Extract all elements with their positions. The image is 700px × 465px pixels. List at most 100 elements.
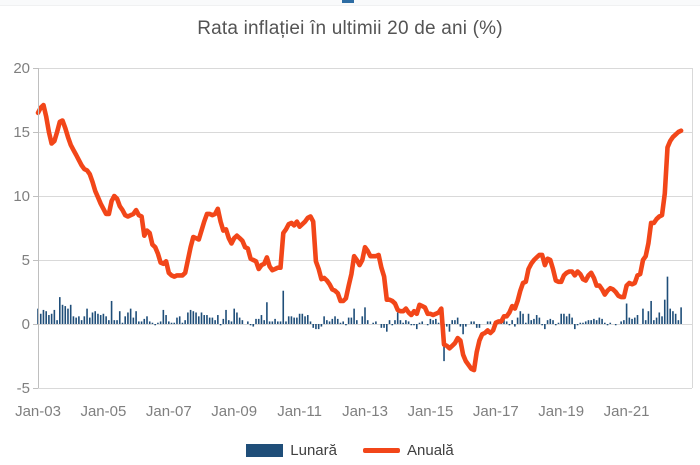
monthly-inflation-bar bbox=[59, 297, 61, 324]
monthly-inflation-bar bbox=[108, 320, 110, 324]
monthly-inflation-bar bbox=[296, 317, 298, 324]
monthly-inflation-bar bbox=[454, 320, 456, 324]
monthly-inflation-bar bbox=[56, 320, 58, 324]
monthly-inflation-bar bbox=[328, 321, 331, 324]
monthly-inflation-bar bbox=[418, 322, 421, 324]
monthly-inflation-bar bbox=[410, 324, 413, 326]
monthly-inflation-bar bbox=[247, 321, 249, 324]
monthly-inflation-bar bbox=[287, 316, 290, 324]
y-axis-tick-label: 0 bbox=[22, 316, 30, 333]
monthly-inflation-bar bbox=[124, 316, 126, 324]
monthly-inflation-bar bbox=[301, 313, 304, 324]
monthly-inflation-bar bbox=[399, 320, 402, 324]
monthly-inflation-bar bbox=[342, 321, 344, 324]
monthly-inflation-bar bbox=[168, 321, 170, 324]
y-axis-tick-label: -5 bbox=[17, 380, 30, 397]
monthly-inflation-bar bbox=[192, 311, 195, 324]
monthly-inflation-bar bbox=[241, 320, 244, 324]
monthly-inflation-bar bbox=[554, 324, 557, 326]
monthly-inflation-bar bbox=[522, 313, 524, 324]
monthly-inflation-bar bbox=[620, 321, 622, 324]
monthly-inflation-bar bbox=[135, 311, 137, 324]
monthly-inflation-bar bbox=[527, 313, 530, 324]
monthly-inflation-bar bbox=[530, 320, 533, 324]
monthly-inflation-bar bbox=[225, 309, 227, 324]
monthly-inflation-bar bbox=[306, 315, 309, 324]
monthly-inflation-bar bbox=[293, 317, 295, 324]
monthly-inflation-bar bbox=[118, 311, 121, 324]
monthly-inflation-bar bbox=[113, 320, 116, 324]
monthly-inflation-bar bbox=[162, 309, 165, 324]
monthly-inflation-bar bbox=[459, 324, 462, 327]
monthly-inflation-bar bbox=[140, 321, 143, 324]
monthly-inflation-bar bbox=[350, 317, 353, 324]
monthly-inflation-bar bbox=[595, 320, 598, 324]
monthly-inflation-bar bbox=[334, 316, 336, 324]
monthly-inflation-bar bbox=[644, 320, 647, 324]
monthly-inflation-bar bbox=[97, 313, 99, 324]
monthly-inflation-bar bbox=[236, 312, 238, 324]
monthly-inflation-bar bbox=[214, 320, 216, 324]
x-axis-tick-label: Jan-07 bbox=[146, 403, 192, 420]
monthly-inflation-bar bbox=[435, 318, 437, 324]
monthly-inflation-bar bbox=[375, 321, 377, 324]
monthly-inflation-bar bbox=[48, 315, 50, 324]
monthly-inflation-bar bbox=[266, 302, 268, 324]
monthly-inflation-bar bbox=[672, 311, 674, 324]
monthly-inflation-bar bbox=[165, 315, 167, 324]
legend-item-anuala: Anuală bbox=[363, 442, 454, 459]
monthly-inflation-bar bbox=[211, 317, 214, 324]
monthly-inflation-bar bbox=[524, 322, 527, 324]
monthly-inflation-bar bbox=[176, 317, 178, 324]
monthly-inflation-bar bbox=[86, 308, 88, 324]
monthly-inflation-bar bbox=[609, 322, 612, 324]
monthly-inflation-bar bbox=[219, 324, 222, 326]
monthly-inflation-bar bbox=[279, 321, 282, 324]
monthly-inflation-bar bbox=[72, 316, 75, 324]
monthly-inflation-bar bbox=[421, 321, 424, 324]
monthly-inflation-bar bbox=[268, 321, 271, 324]
monthly-inflation-bar bbox=[317, 324, 320, 330]
monthly-inflation-bar bbox=[203, 315, 206, 324]
x-axis-tick-label: Jan-13 bbox=[342, 403, 388, 420]
monthly-inflation-bar bbox=[557, 322, 560, 324]
monthly-inflation-bar bbox=[538, 317, 541, 324]
legend-label-lunara: Lunară bbox=[290, 441, 337, 459]
monthly-inflation-bar bbox=[129, 308, 132, 324]
monthly-inflation-bar bbox=[388, 320, 391, 324]
monthly-inflation-bar bbox=[396, 312, 399, 324]
x-axis-tick-label: Jan-05 bbox=[80, 403, 126, 420]
monthly-inflation-bar bbox=[326, 320, 328, 324]
monthly-inflation-bar bbox=[94, 311, 97, 324]
monthly-inflation-bar bbox=[132, 317, 135, 324]
top-accent-bar bbox=[342, 0, 354, 3]
monthly-inflation-bar bbox=[372, 322, 374, 324]
monthly-inflation-bar bbox=[222, 318, 225, 324]
monthly-inflation-bar bbox=[623, 320, 625, 324]
monthly-inflation-bar bbox=[238, 317, 241, 324]
monthly-inflation-bar bbox=[571, 317, 573, 324]
monthly-inflation-bar bbox=[309, 321, 312, 324]
monthly-inflation-bar bbox=[544, 324, 546, 330]
monthly-inflation-bar bbox=[598, 317, 601, 324]
monthly-inflation-bar bbox=[489, 321, 492, 324]
monthly-inflation-bar bbox=[230, 321, 233, 324]
monthly-inflation-bar bbox=[658, 312, 661, 324]
monthly-inflation-bar bbox=[195, 312, 197, 324]
monthly-inflation-bar bbox=[298, 313, 301, 324]
monthly-inflation-bar bbox=[519, 311, 522, 324]
monthly-inflation-bar bbox=[448, 324, 451, 332]
legend-item-lunara: Lunară bbox=[246, 442, 337, 459]
monthly-inflation-bar bbox=[366, 320, 369, 324]
monthly-inflation-bar bbox=[642, 308, 644, 324]
monthly-inflation-bar bbox=[304, 316, 306, 324]
monthly-inflation-bar bbox=[590, 320, 592, 324]
monthly-inflation-bar bbox=[271, 321, 274, 324]
monthly-inflation-bar bbox=[50, 313, 53, 324]
y-axis-tick-label: 20 bbox=[13, 60, 30, 77]
monthly-inflation-bar bbox=[173, 322, 176, 324]
monthly-inflation-bar bbox=[151, 322, 154, 324]
monthly-inflation-bar bbox=[486, 321, 489, 324]
monthly-inflation-bar bbox=[274, 318, 276, 324]
monthly-inflation-bar bbox=[677, 320, 680, 324]
